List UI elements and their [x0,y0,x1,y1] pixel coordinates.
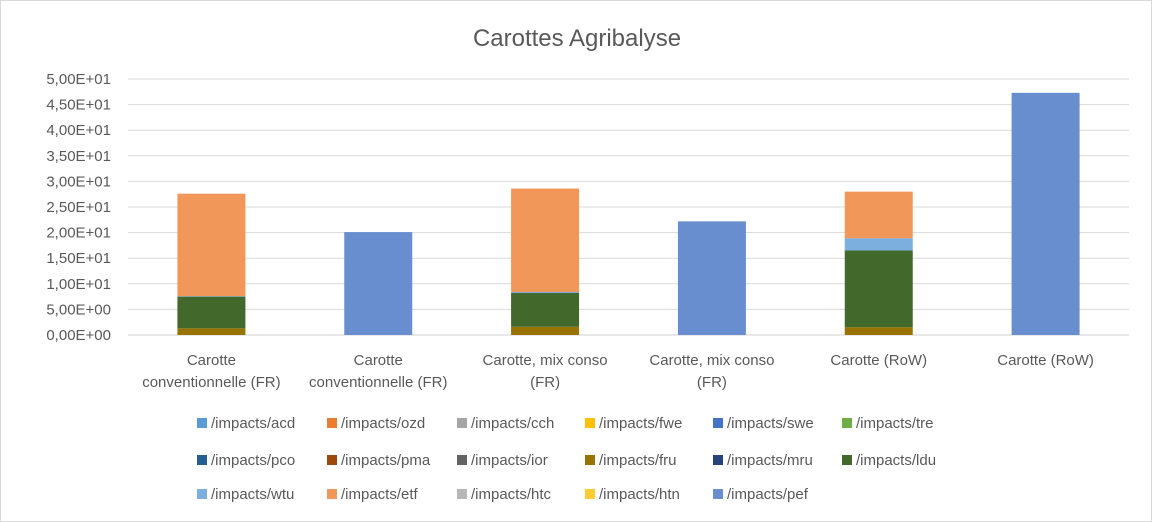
x-category-label: (FR) [697,374,727,391]
legend-label: /impacts/pef [727,486,809,503]
y-tick-label: 5,00E+00 [46,301,111,318]
y-tick-label: 4,50E+01 [46,97,111,114]
legend-label: /impacts/etf [341,486,419,503]
legend-swatch [585,489,595,499]
bar-segment [177,193,246,297]
grid-lines [128,78,1129,336]
legend-label: /impacts/cch [471,415,554,432]
y-tick-label: 0,00E+00 [46,327,111,344]
bar-segment [1011,92,1080,335]
legend-swatch [585,455,595,465]
y-tick-label: 3,00E+01 [46,173,111,190]
legend-swatch [327,418,337,428]
x-category-label: (FR) [530,374,560,391]
legend-swatch [842,455,852,465]
legend-label: /impacts/pma [341,452,431,469]
y-tick-label: 5,00E+01 [46,71,111,88]
y-tick-label: 2,00E+01 [46,225,111,242]
bar-segment [511,291,580,294]
x-category-label: Carotte (RoW) [830,352,927,369]
x-category-label: Carotte, mix conso [483,352,608,369]
bar-segment [844,191,913,239]
legend-swatch [713,489,723,499]
legend-swatch [327,455,337,465]
x-category-label: conventionnelle (FR) [309,374,447,391]
legend-label: /impacts/mru [727,452,813,469]
bar-segment [511,293,580,327]
legend-swatch [457,455,467,465]
bars [177,92,1080,335]
bar-segment [844,238,913,251]
bar-segment [844,327,913,335]
legend-label: /impacts/htc [471,486,552,503]
x-category-label: Carotte [354,352,403,369]
bar-segment [344,232,413,335]
bar-segment [677,221,746,335]
bar-segment [844,250,913,328]
legend-label: /impacts/fru [599,452,677,469]
legend-swatch [197,489,207,499]
legend-label: /impacts/fwe [599,415,682,432]
y-axis-ticks: 0,00E+00 5,00E+00 1,00E+01 1,50E+01 2,00E+01… [46,71,111,344]
chart-title: Carottes Agribalyse [473,25,681,52]
legend-label: /impacts/acd [211,415,295,432]
y-tick-label: 4,00E+01 [46,122,111,139]
x-category-label: Carotte [187,352,236,369]
bar-segment [177,296,246,329]
legend-swatch [197,455,207,465]
legend-swatch [713,455,723,465]
bar-segment [511,188,580,292]
legend-swatch [457,418,467,428]
y-tick-label: 2,50E+01 [46,199,111,216]
x-category-label: Carotte, mix conso [649,352,774,369]
legend-swatch [327,489,337,499]
legend-swatch [842,418,852,428]
legend-label: /impacts/ior [471,452,548,469]
x-axis-categories: Carotte conventionnelle (FR) Carotte conven… [142,352,1094,391]
bar-segment [177,296,246,297]
legend-label: /impacts/ozd [341,415,425,432]
legend-label: /impacts/htn [599,486,680,503]
legend-label: /impacts/wtu [211,486,294,503]
legend-swatch [713,418,723,428]
bar-segment [511,326,580,335]
legend-label: /impacts/ldu [856,452,936,469]
bar-segment [177,328,246,335]
legend-swatch [197,418,207,428]
y-tick-label: 1,00E+01 [46,276,111,293]
y-tick-label: 3,50E+01 [46,148,111,165]
legend-label: /impacts/swe [727,415,814,432]
y-tick-label: 1,50E+01 [46,250,111,267]
legend-label: /impacts/pco [211,452,295,469]
legend-swatch [585,418,595,428]
legend-label: /impacts/tre [856,415,934,432]
x-category-label: Carotte (RoW) [997,352,1094,369]
legend: /impacts/acd/impacts/ozd/impacts/cch/imp… [197,415,936,503]
x-category-label: conventionnelle (FR) [142,374,280,391]
legend-swatch [457,489,467,499]
